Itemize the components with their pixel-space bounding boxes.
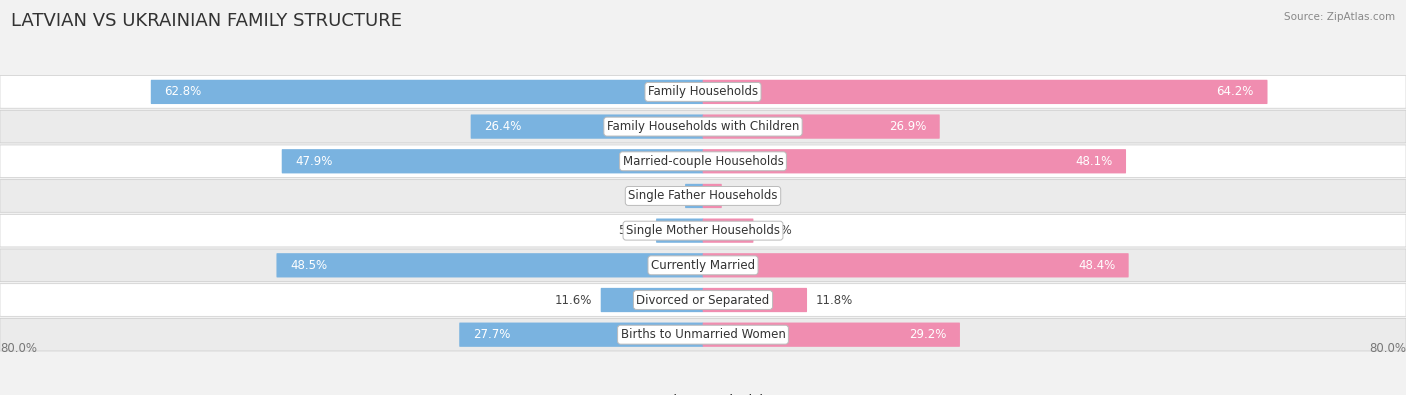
Text: Births to Unmarried Women: Births to Unmarried Women — [620, 328, 786, 341]
FancyBboxPatch shape — [703, 323, 960, 347]
FancyBboxPatch shape — [703, 80, 1268, 104]
Text: 47.9%: 47.9% — [295, 155, 333, 168]
FancyBboxPatch shape — [685, 184, 703, 208]
Text: 2.0%: 2.0% — [647, 190, 676, 203]
Text: LATVIAN VS UKRAINIAN FAMILY STRUCTURE: LATVIAN VS UKRAINIAN FAMILY STRUCTURE — [11, 12, 402, 30]
FancyBboxPatch shape — [0, 110, 1406, 143]
Text: 48.5%: 48.5% — [290, 259, 328, 272]
FancyBboxPatch shape — [703, 253, 1129, 277]
Text: 62.8%: 62.8% — [165, 85, 201, 98]
FancyBboxPatch shape — [0, 249, 1406, 282]
Text: 26.4%: 26.4% — [484, 120, 522, 133]
FancyBboxPatch shape — [657, 218, 703, 243]
Text: Family Households: Family Households — [648, 85, 758, 98]
Legend: Latvian, Ukrainian: Latvian, Ukrainian — [623, 390, 783, 395]
FancyBboxPatch shape — [703, 184, 721, 208]
FancyBboxPatch shape — [0, 214, 1406, 247]
FancyBboxPatch shape — [281, 149, 703, 173]
FancyBboxPatch shape — [0, 180, 1406, 212]
Text: 27.7%: 27.7% — [472, 328, 510, 341]
FancyBboxPatch shape — [150, 80, 703, 104]
FancyBboxPatch shape — [0, 75, 1406, 108]
Text: 5.3%: 5.3% — [619, 224, 648, 237]
Text: 5.7%: 5.7% — [762, 224, 792, 237]
Text: 26.9%: 26.9% — [889, 120, 927, 133]
Text: Divorced or Separated: Divorced or Separated — [637, 293, 769, 307]
Text: Family Households with Children: Family Households with Children — [607, 120, 799, 133]
Text: 80.0%: 80.0% — [1369, 342, 1406, 355]
Text: Source: ZipAtlas.com: Source: ZipAtlas.com — [1284, 12, 1395, 22]
FancyBboxPatch shape — [0, 318, 1406, 351]
Text: 48.1%: 48.1% — [1076, 155, 1112, 168]
Text: 64.2%: 64.2% — [1216, 85, 1254, 98]
FancyBboxPatch shape — [703, 218, 754, 243]
Text: 2.1%: 2.1% — [730, 190, 761, 203]
Text: Married-couple Households: Married-couple Households — [623, 155, 783, 168]
FancyBboxPatch shape — [703, 288, 807, 312]
Text: Single Father Households: Single Father Households — [628, 190, 778, 203]
FancyBboxPatch shape — [460, 323, 703, 347]
Text: 11.8%: 11.8% — [815, 293, 852, 307]
FancyBboxPatch shape — [703, 115, 939, 139]
Text: 48.4%: 48.4% — [1078, 259, 1115, 272]
Text: 11.6%: 11.6% — [555, 293, 592, 307]
Text: 80.0%: 80.0% — [0, 342, 37, 355]
FancyBboxPatch shape — [0, 284, 1406, 316]
Text: Currently Married: Currently Married — [651, 259, 755, 272]
Text: 29.2%: 29.2% — [910, 328, 946, 341]
Text: Single Mother Households: Single Mother Households — [626, 224, 780, 237]
FancyBboxPatch shape — [703, 149, 1126, 173]
FancyBboxPatch shape — [600, 288, 703, 312]
FancyBboxPatch shape — [0, 145, 1406, 178]
FancyBboxPatch shape — [277, 253, 703, 277]
FancyBboxPatch shape — [471, 115, 703, 139]
